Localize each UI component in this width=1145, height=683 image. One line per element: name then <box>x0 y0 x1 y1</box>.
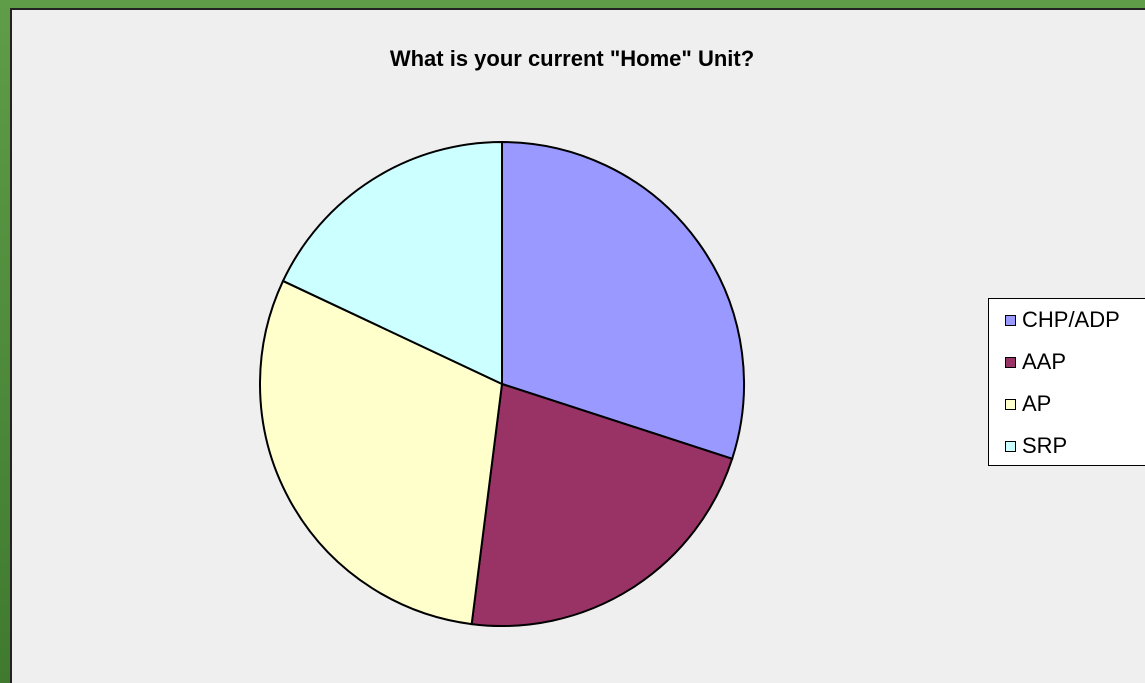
legend-label: AP <box>1022 391 1052 416</box>
legend-swatch <box>1005 314 1016 326</box>
legend-item-srp: SRP <box>1005 433 1067 459</box>
pie-slice-chp-adp <box>501 140 746 461</box>
pie-slice-ap <box>259 279 504 626</box>
chart-title: What is your current "Home" Unit? <box>389 46 755 71</box>
legend-swatch <box>1005 356 1016 368</box>
legend: CHP/ADP AAP AP SRP <box>988 298 1145 466</box>
legend-label: AAP <box>1022 349 1067 374</box>
pie-slice-srp <box>281 140 503 386</box>
legend-item-ap: AP <box>1005 391 1051 417</box>
legend-item-chp-adp: CHP/ADP <box>1005 307 1120 333</box>
legend-label: SRP <box>1022 433 1068 458</box>
pie-slice-aap <box>470 382 734 627</box>
legend-item-aap: AAP <box>1005 349 1066 375</box>
legend-swatch <box>1005 440 1016 452</box>
legend-label: CHP/ADP <box>1022 307 1120 332</box>
legend-swatch <box>1005 398 1016 410</box>
